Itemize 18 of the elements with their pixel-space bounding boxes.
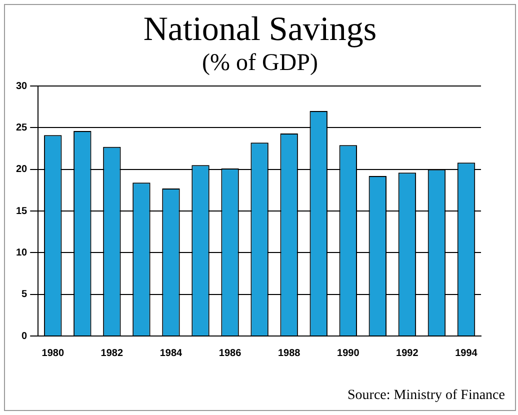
chart-subtitle: (% of GDP) bbox=[201, 49, 319, 77]
x-tick-label: 1992 bbox=[396, 348, 419, 359]
y-tick-label: 20 bbox=[16, 164, 28, 176]
y-tick-label: 10 bbox=[16, 247, 28, 258]
y-tick-label: 30 bbox=[16, 80, 28, 92]
chart-title: National Savings bbox=[142, 11, 378, 49]
x-tick-label: 1990 bbox=[337, 348, 360, 359]
y-tick-label: 25 bbox=[16, 122, 28, 134]
x-tick-label: 1986 bbox=[218, 348, 242, 359]
x-tick-label: 1980 bbox=[42, 348, 64, 359]
x-tick-label: 1994 bbox=[455, 348, 478, 359]
x-tick-label: 1988 bbox=[278, 348, 301, 359]
y-tick-label: 15 bbox=[16, 206, 28, 217]
x-tick-label: 1982 bbox=[100, 348, 124, 359]
y-tick-label: 0 bbox=[22, 330, 28, 342]
source-note: Source: Ministry of Finance bbox=[348, 388, 505, 404]
y-tick-label: 5 bbox=[22, 289, 28, 300]
x-tick-label: 1984 bbox=[160, 348, 183, 359]
